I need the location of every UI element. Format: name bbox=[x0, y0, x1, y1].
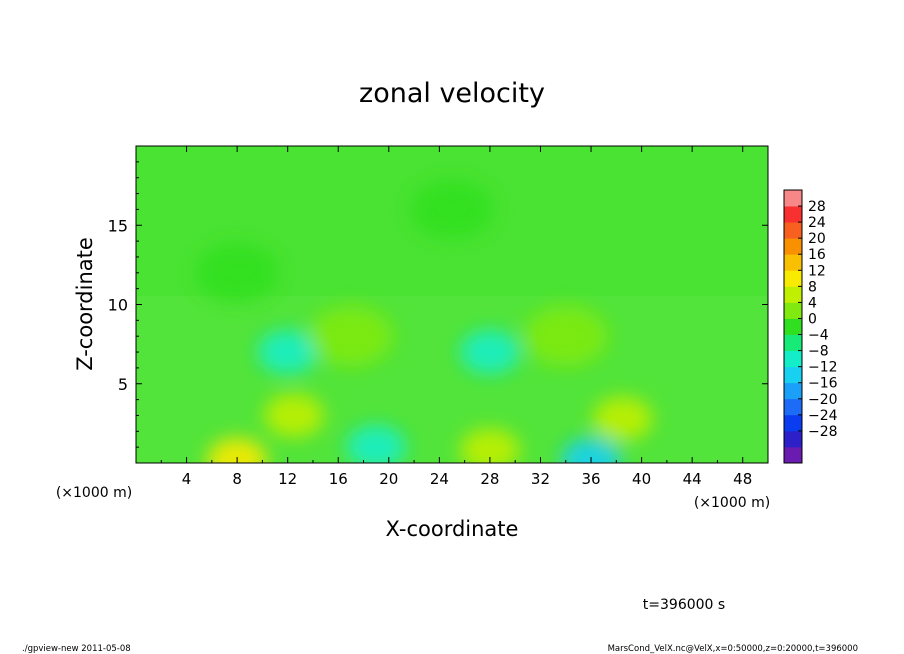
time-label: t=396000 s bbox=[643, 597, 725, 613]
x-tick-label: 48 bbox=[733, 470, 752, 488]
colorbar-swatch bbox=[784, 222, 802, 239]
colorbar-swatch bbox=[784, 446, 802, 464]
colorbar-swatch bbox=[784, 302, 802, 319]
field-feature-8 bbox=[523, 306, 608, 367]
colorbar-swatch bbox=[784, 286, 802, 303]
colorbar-swatch bbox=[784, 382, 802, 400]
x-tick-label: 8 bbox=[232, 470, 242, 488]
footer-left: ./gpview-new 2011-05-08 bbox=[22, 644, 131, 654]
colorbar-label: −4 bbox=[808, 328, 829, 344]
x-tick-label: 16 bbox=[329, 470, 348, 488]
colorbar-label: 8 bbox=[808, 279, 817, 295]
field-feature-11 bbox=[195, 242, 280, 303]
colorbar-label: 20 bbox=[808, 231, 826, 247]
x-tick-label: 24 bbox=[430, 470, 449, 488]
colorbar-label: −20 bbox=[808, 392, 838, 408]
y-tick-label: 5 bbox=[118, 375, 128, 394]
field-feature-9 bbox=[308, 306, 393, 367]
x-tick-label: 32 bbox=[531, 470, 550, 488]
colorbar-label: 4 bbox=[808, 295, 817, 311]
field-feature-5 bbox=[459, 428, 520, 463]
colorbar-label: 28 bbox=[808, 199, 826, 215]
colorbar-swatch bbox=[784, 366, 802, 384]
colorbar-label: 16 bbox=[808, 247, 826, 263]
colorbar-frame bbox=[783, 189, 803, 464]
colorbar-swatch bbox=[784, 398, 802, 416]
x-tick-label: 4 bbox=[182, 470, 192, 488]
y-axis: 5 10 15 bbox=[108, 161, 768, 448]
x-tick-label: 12 bbox=[278, 470, 297, 488]
plot-area bbox=[136, 146, 768, 463]
colorbar-swatch bbox=[784, 318, 802, 335]
colorbar-swatch bbox=[784, 206, 802, 223]
x-tick-label: 44 bbox=[683, 470, 702, 488]
field-feature-3 bbox=[561, 437, 622, 463]
colorbar-label: 12 bbox=[808, 263, 826, 279]
colorbar-label: 24 bbox=[808, 215, 826, 231]
colorbar-swatch bbox=[784, 334, 802, 351]
colorbar-swatch bbox=[784, 190, 802, 207]
y-tick-label: 10 bbox=[108, 296, 128, 315]
field-features bbox=[195, 179, 653, 463]
colorbar-swatch bbox=[784, 270, 802, 287]
colorbar-swatch bbox=[784, 238, 802, 255]
colorbar-swatch bbox=[784, 430, 802, 448]
colorbar-label: −16 bbox=[808, 376, 838, 392]
y-tick-label: 15 bbox=[108, 216, 128, 235]
colorbar-label: −12 bbox=[808, 360, 838, 376]
colorbar-swatch bbox=[784, 350, 802, 368]
x-tick-label: 20 bbox=[379, 470, 398, 488]
footer-right: MarsCond_VelX.nc@VelX,x=0:50000,z=0:2000… bbox=[608, 644, 858, 654]
x-axis: 4 8 12 16 20 24 28 32 36 40 44 48 bbox=[160, 146, 752, 488]
x-tick-label: 40 bbox=[632, 470, 651, 488]
x-tick-label: 28 bbox=[480, 470, 499, 488]
x-tick-label: 36 bbox=[581, 470, 600, 488]
field-feature-7 bbox=[592, 396, 653, 441]
field-feature-0 bbox=[257, 330, 318, 375]
field-feature-4 bbox=[207, 437, 268, 463]
field-feature-10 bbox=[410, 179, 494, 240]
colorbar-swatch bbox=[784, 414, 802, 432]
colorbar-label: −24 bbox=[808, 408, 838, 424]
x-unit-label: (×1000 m) bbox=[694, 495, 770, 511]
colorbar-label: −8 bbox=[808, 344, 829, 360]
y-axis-label: Z-coordinate bbox=[73, 237, 97, 371]
x-axis-label: X-coordinate bbox=[386, 517, 519, 541]
colorbar-label: −28 bbox=[808, 424, 838, 440]
y-unit-label: (×1000 m) bbox=[56, 485, 132, 501]
colorbar-swatch bbox=[784, 254, 802, 271]
colorbar-label: 0 bbox=[808, 311, 817, 327]
field-feature-1 bbox=[459, 330, 520, 375]
field-feature-2 bbox=[346, 425, 407, 463]
field-feature-6 bbox=[264, 393, 324, 438]
chart-title: zonal velocity bbox=[359, 78, 545, 109]
